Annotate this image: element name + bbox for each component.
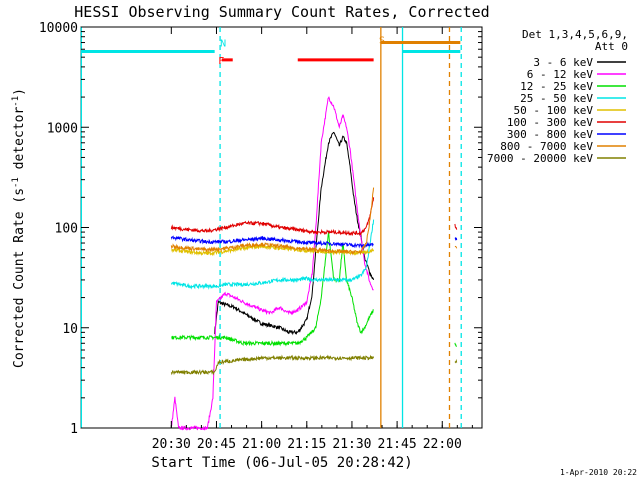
y-axis-label-sup1: -1 [11,177,21,188]
x-tick-label: 21:45 [378,437,417,452]
legend-item-label: 100 - 300 keV [507,116,593,129]
x-tick-label: 21:00 [242,437,281,452]
legend-item-label: 12 - 25 keV [520,80,593,93]
series-line [454,342,457,347]
series-line [170,219,375,290]
y-tick-label: 100 [55,222,78,237]
x-tick-label: 20:30 [152,437,191,452]
x-tick-label: 21:15 [287,437,326,452]
plot-area: NFS 20:30 20:45 21:00 21:15 21:30 21:45 22:00 … [39,21,483,452]
flag-label: S [379,36,385,47]
series-line [454,236,458,241]
flag-label: N [220,39,226,50]
legend-item-label: 6 - 12 keV [527,68,594,81]
y-tick-label: 1000 [47,121,78,136]
series-line [214,131,375,336]
series-layer [170,96,458,431]
y-axis-label: Corrected Count Rate (s-1 detector-1) [11,88,27,368]
x-tick-label: 20:45 [197,437,236,452]
legend-item-label: 800 - 7000 keV [500,140,593,153]
footer-timestamp: 1-Apr-2010 20:22 [560,468,637,477]
series-line [170,197,375,237]
y-axis-label-end: ) [12,88,27,96]
flag-bars-layer: NF S [81,36,461,67]
series-line [171,232,374,347]
y-axis-label-sup2: -1 [11,96,21,107]
legend-item-label: 300 - 800 keV [507,128,593,141]
chart-title: HESSI Observing Summary Count Rates, Cor… [74,3,489,21]
series-line [454,358,458,364]
x-axis: 20:30 20:45 21:00 21:15 21:30 21:45 22:00 [152,27,473,452]
y-tick-label: 10 [62,322,78,337]
series-line [170,187,375,256]
flag-label: F [218,56,224,67]
legend-header-line2: Att 0 [595,40,628,53]
y-axis: 1 10 100 1000 10000 [39,21,482,437]
series-line [170,354,375,376]
legend-item-label: 7000 - 20000 keV [487,152,593,165]
x-axis-label: Start Time (06-Jul-05 20:28:42) [151,455,412,471]
legend-item-label: 25 - 50 keV [520,92,593,105]
series-line [454,223,458,230]
y-tick-label: 10000 [39,21,78,36]
series-line [454,245,458,249]
y-axis-label-main: Corrected Count Rate (s [12,188,27,368]
x-tick-label: 21:30 [332,437,371,452]
series-line [170,96,374,431]
legend-item-label: 50 - 100 keV [514,104,594,117]
legend-header-line1: Det 1,3,4,5,6,9, [522,28,628,41]
y-tick-label: 1 [70,422,78,437]
series-line [170,235,374,249]
y-axis-label-mid: detector [12,107,27,178]
legend-item-label: 3 - 6 keV [533,56,593,69]
x-tick-label: 22:00 [423,437,462,452]
